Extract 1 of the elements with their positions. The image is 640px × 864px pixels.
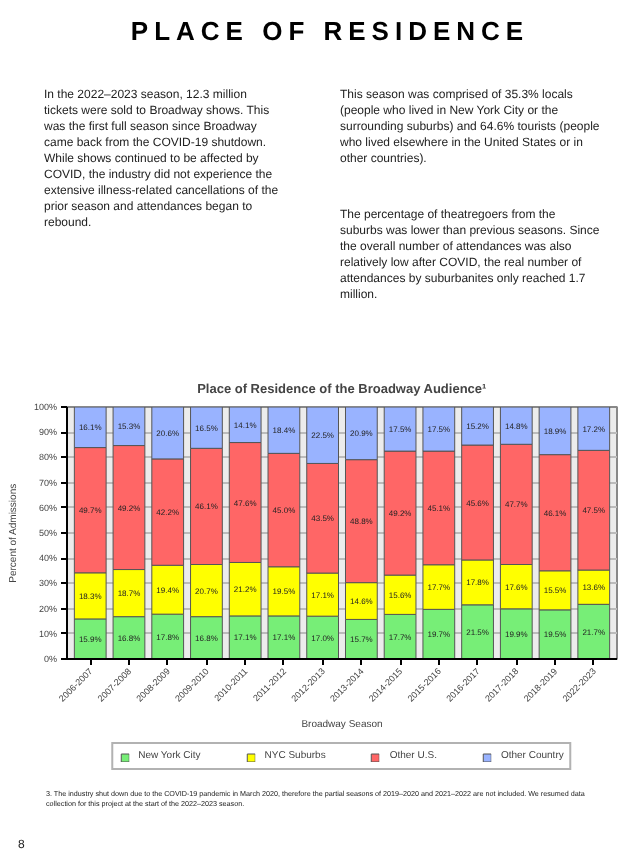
- text: PLACE OF RESIDENCE: [130, 14, 530, 50]
